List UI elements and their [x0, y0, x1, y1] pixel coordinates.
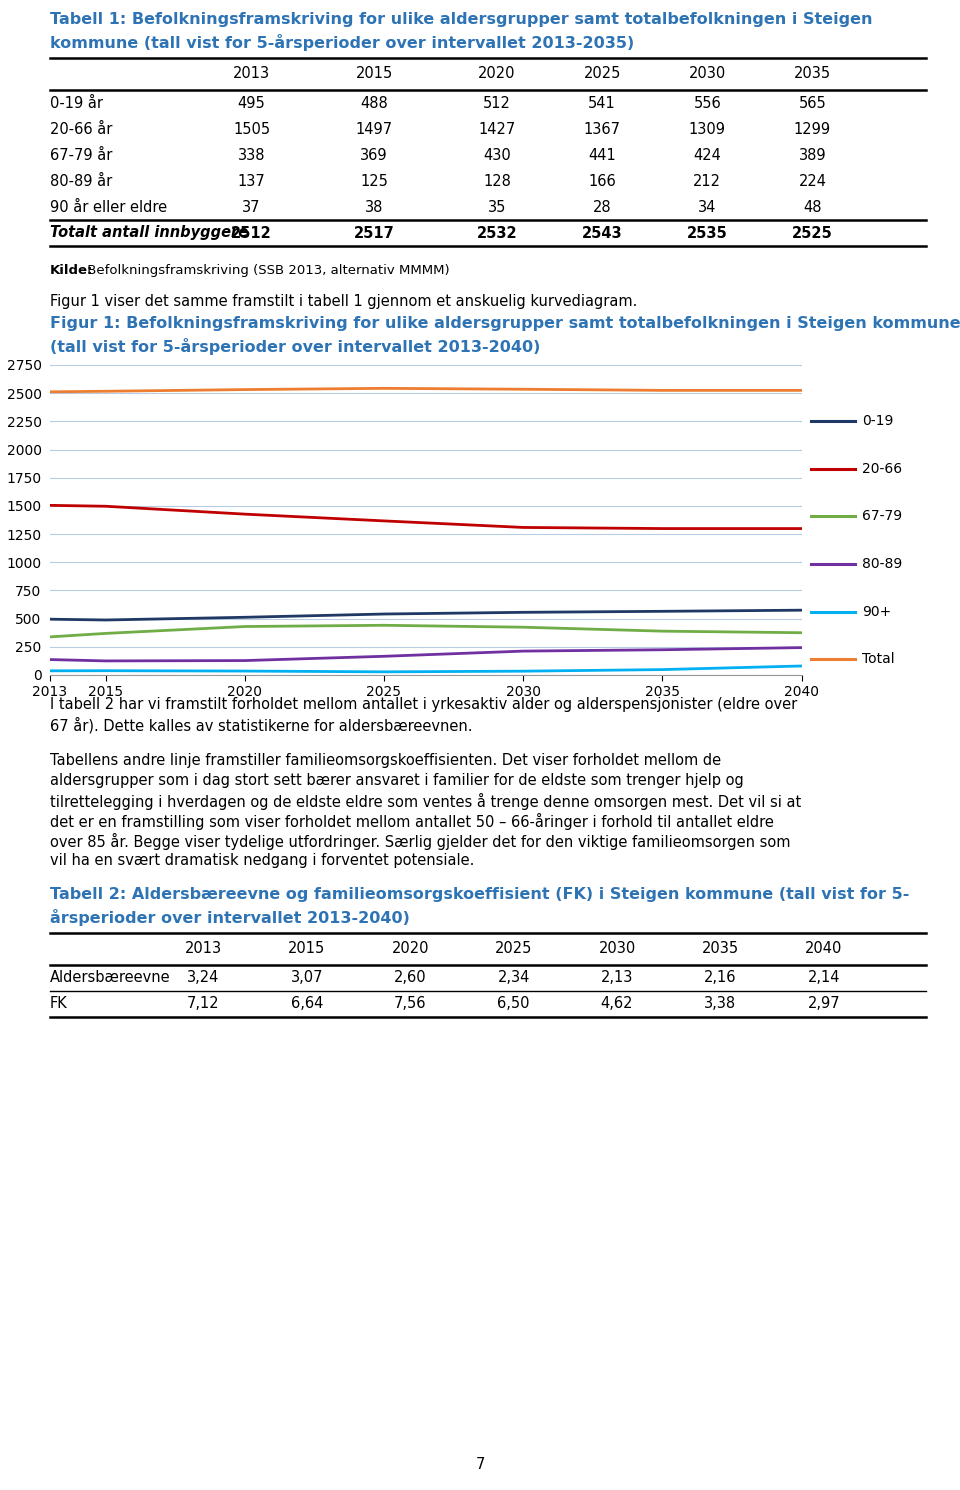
Text: 1309: 1309	[688, 122, 726, 137]
Text: 67 år). Dette kalles av statistikerne for aldersbæreevnen.: 67 år). Dette kalles av statistikerne fo…	[50, 717, 472, 733]
Text: 90 år eller eldre: 90 år eller eldre	[50, 200, 167, 215]
Text: 565: 565	[799, 95, 827, 110]
Text: 389: 389	[799, 148, 827, 162]
Text: 2013: 2013	[233, 66, 270, 80]
Text: 2020: 2020	[392, 942, 429, 957]
Text: kommune (tall vist for 5-årsperioder over intervallet 2013-2035): kommune (tall vist for 5-årsperioder ove…	[50, 34, 635, 51]
Text: 2,14: 2,14	[807, 970, 840, 985]
Text: 2020: 2020	[478, 66, 516, 80]
Text: 6,50: 6,50	[497, 997, 530, 1012]
Text: 137: 137	[238, 173, 265, 189]
Text: 128: 128	[483, 173, 511, 189]
Text: tilrettelegging i hverdagen og de eldste eldre som ventes å trenge denne omsorge: tilrettelegging i hverdagen og de eldste…	[50, 793, 802, 811]
Text: 2030: 2030	[598, 942, 636, 957]
Text: 7,12: 7,12	[187, 997, 220, 1012]
Text: 166: 166	[588, 173, 616, 189]
Text: 1299: 1299	[794, 122, 831, 137]
Text: (tall vist for 5-årsperioder over intervallet 2013-2040): (tall vist for 5-årsperioder over interv…	[50, 338, 540, 355]
Text: Tabell 1: Befolkningsframskriving for ulike aldersgrupper samt totalbefolkningen: Tabell 1: Befolkningsframskriving for ul…	[50, 12, 873, 27]
Text: 2,60: 2,60	[394, 970, 426, 985]
Text: Befolkningsframskriving (SSB 2013, alternativ MMMM): Befolkningsframskriving (SSB 2013, alter…	[83, 264, 449, 277]
Text: 2517: 2517	[354, 225, 395, 240]
Text: 80-89: 80-89	[862, 557, 902, 571]
Text: FK: FK	[50, 997, 67, 1012]
Text: årsperioder over intervallet 2013-2040): årsperioder over intervallet 2013-2040)	[50, 909, 410, 925]
Text: 2,13: 2,13	[601, 970, 634, 985]
Text: 2025: 2025	[584, 66, 621, 80]
Text: Tabell 2: Aldersbæreevne og familieomsorgskoeffisient (FK) i Steigen kommune (ta: Tabell 2: Aldersbæreevne og familieomsor…	[50, 887, 909, 901]
Text: 28: 28	[592, 200, 612, 215]
Text: 7: 7	[475, 1457, 485, 1472]
Text: 512: 512	[483, 95, 511, 110]
Text: over 85 år. Begge viser tydelige utfordringer. Særlig gjelder det for den viktig: over 85 år. Begge viser tydelige utfordr…	[50, 833, 790, 849]
Text: Figur 1: Befolkningsframskriving for ulike aldersgrupper samt totalbefolkningen : Figur 1: Befolkningsframskriving for uli…	[50, 316, 960, 331]
Text: 430: 430	[483, 148, 511, 162]
Text: 369: 369	[360, 148, 388, 162]
Text: 541: 541	[588, 95, 616, 110]
Text: 80-89 år: 80-89 år	[50, 173, 112, 189]
Text: 2013: 2013	[184, 942, 222, 957]
Text: 495: 495	[238, 95, 265, 110]
Text: 2,16: 2,16	[705, 970, 736, 985]
Text: 2030: 2030	[688, 66, 726, 80]
Text: 424: 424	[693, 148, 721, 162]
Text: 2532: 2532	[476, 225, 517, 240]
Text: 0-19 år: 0-19 år	[50, 95, 103, 110]
Text: vil ha en svært dramatisk nedgang i forventet potensiale.: vil ha en svært dramatisk nedgang i forv…	[50, 852, 474, 869]
Text: 1367: 1367	[584, 122, 620, 137]
Text: 1505: 1505	[233, 122, 270, 137]
Text: 6,64: 6,64	[291, 997, 323, 1012]
Text: 90+: 90+	[862, 605, 891, 618]
Text: 20-66: 20-66	[862, 462, 902, 475]
Text: 125: 125	[360, 173, 388, 189]
Text: Totalt antall innbyggere: Totalt antall innbyggere	[50, 225, 248, 240]
Text: 37: 37	[242, 200, 261, 215]
Text: 2025: 2025	[495, 942, 532, 957]
Text: 67-79: 67-79	[862, 510, 902, 523]
Text: 3,07: 3,07	[291, 970, 323, 985]
Text: 20-66 år: 20-66 år	[50, 122, 112, 137]
Text: 67-79 år: 67-79 år	[50, 148, 112, 162]
Text: 2040: 2040	[805, 942, 843, 957]
Text: 2015: 2015	[355, 66, 393, 80]
Text: 224: 224	[799, 173, 827, 189]
Text: 0-19: 0-19	[862, 414, 893, 428]
Text: 556: 556	[693, 95, 721, 110]
Text: 4,62: 4,62	[601, 997, 634, 1012]
Text: 3,38: 3,38	[705, 997, 736, 1012]
Text: Aldersbæreevne: Aldersbæreevne	[50, 970, 171, 985]
Text: 1427: 1427	[478, 122, 516, 137]
Text: 34: 34	[698, 200, 716, 215]
Text: 338: 338	[238, 148, 265, 162]
Text: Figur 1 viser det samme framstilt i tabell 1 gjennom et anskuelig kurvediagram.: Figur 1 viser det samme framstilt i tabe…	[50, 294, 637, 308]
Text: 7,56: 7,56	[394, 997, 426, 1012]
Text: 48: 48	[804, 200, 822, 215]
Text: 2,34: 2,34	[497, 970, 530, 985]
Text: 441: 441	[588, 148, 616, 162]
Text: Tabellens andre linje framstiller familieomsorgskoeffisienten. Det viser forhold: Tabellens andre linje framstiller famili…	[50, 752, 721, 767]
Text: 2525: 2525	[792, 225, 833, 240]
Text: 2035: 2035	[702, 942, 739, 957]
Text: I tabell 2 har vi framstilt forholdet mellom antallet i yrkesaktiv alder og alde: I tabell 2 har vi framstilt forholdet me…	[50, 697, 797, 712]
Text: 2015: 2015	[288, 942, 325, 957]
Text: Kilde:: Kilde:	[50, 264, 93, 277]
Text: 38: 38	[365, 200, 383, 215]
Text: 2,97: 2,97	[807, 997, 840, 1012]
Text: 2543: 2543	[582, 225, 622, 240]
Text: 2512: 2512	[231, 225, 272, 240]
Text: 1497: 1497	[355, 122, 393, 137]
Text: 212: 212	[693, 173, 721, 189]
Text: 488: 488	[360, 95, 388, 110]
Text: 2535: 2535	[687, 225, 728, 240]
Text: aldersgrupper som i dag stort sett bærer ansvaret i familier for de eldste som t: aldersgrupper som i dag stort sett bærer…	[50, 773, 744, 788]
Text: 2035: 2035	[794, 66, 831, 80]
Text: 3,24: 3,24	[187, 970, 220, 985]
Text: 35: 35	[488, 200, 506, 215]
Text: det er en framstilling som viser forholdet mellom antallet 50 – 66-åringer i for: det er en framstilling som viser forhold…	[50, 814, 774, 830]
Text: Total: Total	[862, 653, 895, 666]
